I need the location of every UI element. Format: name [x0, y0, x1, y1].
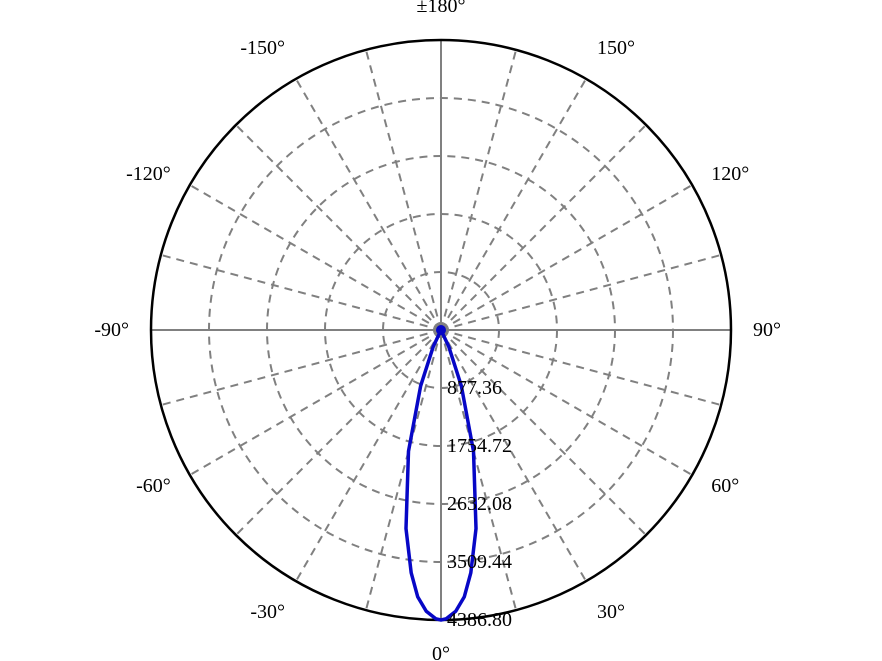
angle-tick-label: -90° [94, 319, 129, 341]
radial-tick-label: 2632.08 [447, 493, 512, 515]
center-dot [436, 325, 446, 335]
radial-tick-label: 3509.44 [447, 551, 512, 573]
radial-tick-label: 877.36 [447, 377, 502, 399]
angle-tick-label: 60° [711, 475, 739, 497]
angle-tick-label: 150° [597, 37, 635, 59]
angle-tick-label: -30° [250, 601, 285, 623]
angle-tick-label: 0° [432, 643, 450, 661]
angle-tick-label: -60° [136, 475, 171, 497]
polar-chart: 877.36 1754.72 2632.08 3509.44 4386.80 0° 30° 6… [0, 0, 882, 661]
angle-tick-label: -150° [240, 37, 285, 59]
angle-tick-label: 90° [753, 319, 781, 341]
angle-tick-label: 30° [597, 601, 625, 623]
angle-tick-label: -120° [126, 163, 171, 185]
radial-tick-label: 4386.80 [447, 609, 512, 631]
radial-tick-label: 1754.72 [447, 435, 512, 457]
angle-tick-label: 120° [711, 163, 749, 185]
angle-tick-label: ±180° [417, 0, 466, 17]
